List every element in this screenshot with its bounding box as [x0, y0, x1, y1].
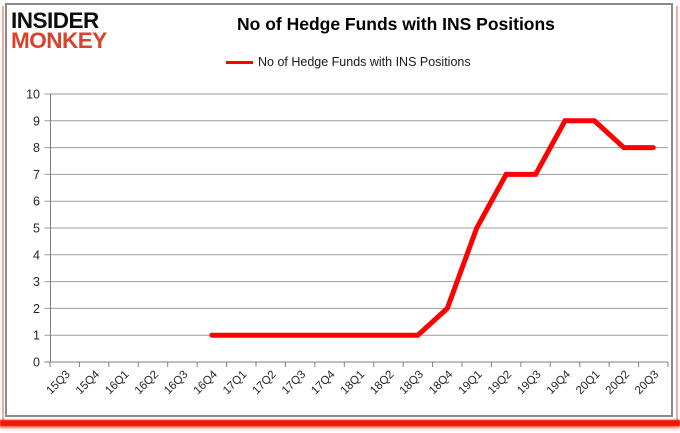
legend-label: No of Hedge Funds with INS Positions: [258, 55, 471, 69]
x-tick-label: 18Q2: [368, 369, 396, 397]
y-tick-label: 9: [33, 114, 40, 128]
y-tick-label: 3: [33, 275, 40, 289]
x-tick-label: 18Q3: [398, 369, 426, 397]
chart-title: No of Hedge Funds with INS Positions: [237, 14, 555, 34]
x-tick-label: 20Q2: [604, 369, 632, 397]
x-tick-label: 16Q4: [192, 368, 221, 397]
x-tick-label: 19Q2: [486, 369, 514, 397]
y-tick-label: 10: [26, 88, 40, 102]
logo-line2: MONKEY: [11, 27, 107, 53]
page-edge-right: [676, 6, 678, 425]
y-tick-label: 8: [33, 141, 40, 155]
bottom-red-bar: [0, 420, 680, 426]
logo-line1: INSIDER: [11, 8, 99, 33]
chart-frame: [5, 3, 673, 417]
y-tick-label: 6: [33, 195, 40, 209]
legend: No of Hedge Funds with INS Positions: [226, 55, 471, 69]
x-tick-label: 15Q3: [44, 369, 72, 397]
data-line: [209, 118, 656, 338]
y-tick-label: 2: [33, 302, 40, 316]
legend-line-swatch: [226, 60, 253, 64]
x-tick-label: 19Q4: [545, 368, 574, 397]
x-tick-label: 17Q2: [250, 369, 278, 397]
x-tick-label: 16Q2: [133, 369, 161, 397]
y-tick-label: 7: [33, 168, 40, 182]
x-tick-label: 18Q1: [339, 369, 367, 397]
x-tick-label: 19Q1: [456, 369, 484, 397]
x-tick-label: 17Q3: [280, 369, 308, 397]
x-tick-label: 18Q4: [427, 368, 456, 397]
x-tick-label: 17Q1: [221, 369, 249, 397]
x-tick-label: 20Q3: [633, 369, 661, 397]
x-tick-label: 20Q1: [574, 369, 602, 397]
x-tick-label: 17Q4: [309, 368, 338, 397]
y-tick-label: 4: [33, 248, 40, 262]
insider-monkey-logo: INSIDER MONKEY: [11, 8, 107, 53]
x-tick-label: 19Q3: [515, 369, 543, 397]
x-tick-label: 16Q1: [103, 369, 131, 397]
y-tick-label: 1: [33, 329, 40, 343]
page-edge-left: [2, 6, 4, 425]
y-tick-label: 0: [33, 356, 40, 370]
x-tick-label: 15Q4: [74, 368, 103, 397]
y-tick-label: 5: [33, 222, 40, 236]
x-tick-label: 16Q3: [162, 369, 190, 397]
